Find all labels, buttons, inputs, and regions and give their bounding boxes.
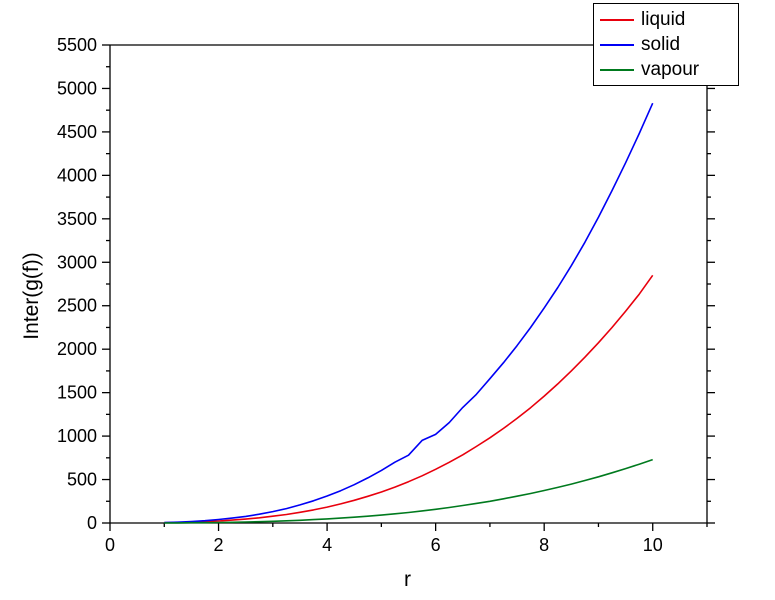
legend-label-solid: solid: [641, 34, 681, 55]
svg-text:2: 2: [214, 535, 224, 555]
svg-text:0: 0: [87, 513, 97, 533]
svg-text:6: 6: [431, 535, 441, 555]
svg-text:8: 8: [539, 535, 549, 555]
svg-text:1500: 1500: [57, 383, 97, 403]
svg-text:1000: 1000: [57, 426, 97, 446]
svg-text:3500: 3500: [57, 209, 97, 229]
svg-text:5000: 5000: [57, 78, 97, 98]
legend-line-swatch-liquid: [600, 18, 634, 21]
legend-item-solid: solid: [600, 32, 732, 57]
legend-label-liquid: liquid: [641, 9, 686, 30]
legend: liquid solid vapour: [593, 3, 739, 86]
legend-line-swatch-solid: [600, 43, 634, 46]
x-axis-label: r: [404, 568, 411, 591]
svg-text:2000: 2000: [57, 339, 97, 359]
svg-text:0: 0: [105, 535, 115, 555]
legend-label-vapour: vapour: [641, 59, 700, 80]
y-axis-label: Inter(g(f)): [20, 252, 43, 340]
svg-text:10: 10: [643, 535, 663, 555]
svg-text:4500: 4500: [57, 122, 97, 142]
svg-text:5500: 5500: [57, 35, 97, 55]
svg-text:3000: 3000: [57, 252, 97, 272]
svg-text:4000: 4000: [57, 165, 97, 185]
legend-item-vapour: vapour: [600, 57, 732, 82]
legend-line-swatch-vapour: [600, 68, 634, 71]
svg-text:4: 4: [322, 535, 332, 555]
svg-text:2500: 2500: [57, 296, 97, 316]
svg-text:500: 500: [67, 470, 97, 490]
legend-item-liquid: liquid: [600, 7, 732, 32]
